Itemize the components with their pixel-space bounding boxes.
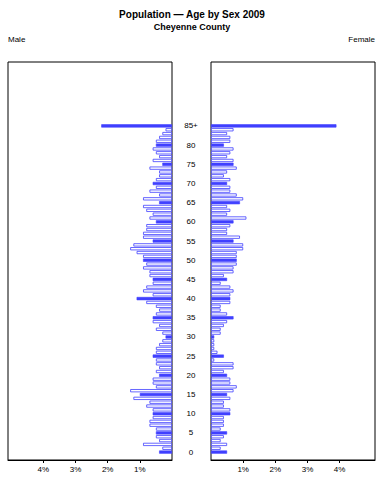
svg-text:75: 75 — [187, 160, 196, 169]
svg-text:1%: 1% — [237, 465, 249, 474]
svg-text:25: 25 — [187, 352, 196, 361]
svg-text:85+: 85+ — [184, 121, 198, 130]
svg-text:15: 15 — [187, 390, 196, 399]
svg-text:3%: 3% — [70, 465, 82, 474]
svg-text:10: 10 — [187, 409, 196, 418]
svg-text:55: 55 — [187, 237, 196, 246]
svg-text:Female: Female — [348, 35, 375, 44]
svg-text:Cheyenne County: Cheyenne County — [154, 22, 231, 32]
svg-text:Male: Male — [8, 35, 26, 44]
svg-text:Population — Age by Sex 2009: Population — Age by Sex 2009 — [119, 9, 265, 20]
svg-text:70: 70 — [187, 179, 196, 188]
svg-text:60: 60 — [187, 217, 196, 226]
svg-text:30: 30 — [187, 332, 196, 341]
svg-text:40: 40 — [187, 294, 196, 303]
svg-text:2%: 2% — [102, 465, 114, 474]
svg-text:20: 20 — [187, 371, 196, 380]
svg-text:3%: 3% — [302, 465, 314, 474]
svg-text:50: 50 — [187, 256, 196, 265]
svg-text:5: 5 — [189, 428, 194, 437]
svg-text:65: 65 — [187, 198, 196, 207]
svg-text:1%: 1% — [134, 465, 146, 474]
svg-text:0: 0 — [189, 448, 194, 457]
svg-text:80: 80 — [187, 141, 196, 150]
svg-text:35: 35 — [187, 313, 196, 322]
svg-text:4%: 4% — [334, 465, 346, 474]
svg-text:45: 45 — [187, 275, 196, 284]
svg-text:2%: 2% — [270, 465, 282, 474]
svg-text:4%: 4% — [38, 465, 50, 474]
